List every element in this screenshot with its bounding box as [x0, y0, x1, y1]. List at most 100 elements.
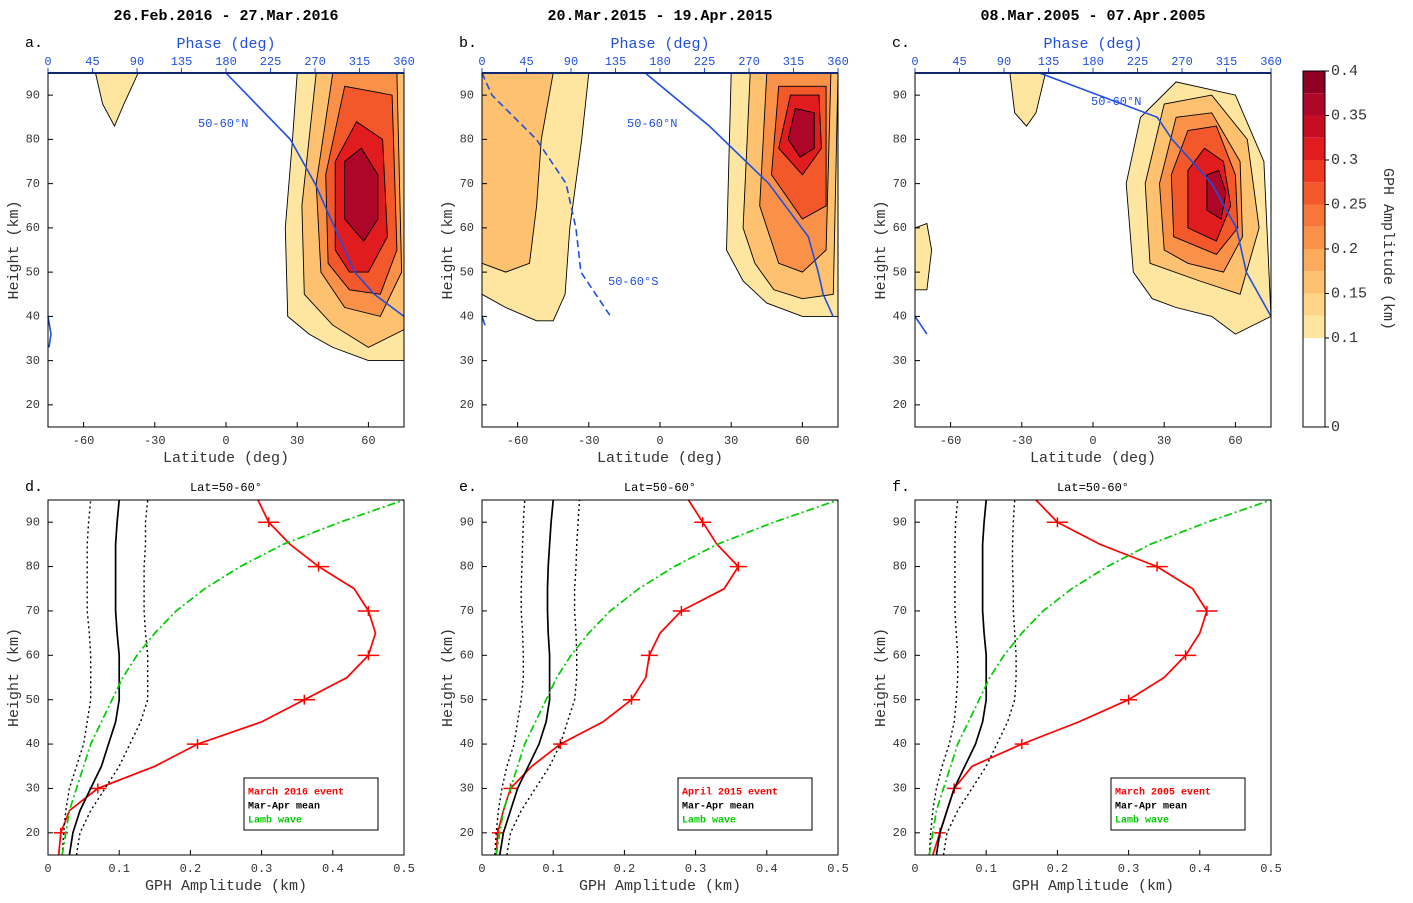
phase-line-label: 50-60°S: [608, 275, 658, 289]
legend-entry: Mar-Apr mean: [248, 802, 320, 813]
profile-line: [57, 499, 377, 856]
legend-box: [243, 777, 379, 831]
y-axis-label: Height (km): [873, 200, 890, 299]
phase-tick-label: 315: [1216, 55, 1238, 69]
y-tick-label: 30: [893, 782, 907, 796]
x-tick-label: -60: [940, 434, 962, 448]
phase-tick-label: 270: [304, 55, 326, 69]
y-tick-label: 80: [460, 560, 474, 574]
phase-tick-label: 180: [649, 55, 671, 69]
spread-line: [494, 499, 526, 856]
x-axis-label: Latitude (deg): [597, 450, 723, 467]
phase-tick-label: 270: [1171, 55, 1193, 69]
phase-tick-label: 270: [738, 55, 760, 69]
x-axis-label: Latitude (deg): [163, 450, 289, 467]
colorbar-tick-label: 0.3: [1331, 152, 1358, 169]
colorbar-band: [1303, 71, 1325, 94]
y-tick-label: 50: [460, 693, 474, 707]
y-tick-label: 30: [460, 782, 474, 796]
panel-label: a.: [25, 35, 43, 52]
x-tick-label: 60: [1228, 434, 1242, 448]
phase-tick-label: 135: [605, 55, 627, 69]
colorbar-tick-label: 0.1: [1331, 330, 1358, 347]
y-tick-label: 40: [893, 310, 907, 324]
legend-box: [1110, 777, 1246, 831]
y-tick-label: 80: [26, 560, 40, 574]
phase-line-label: 50-60°N: [198, 117, 248, 131]
legend-entry: Mar-Apr mean: [1115, 802, 1187, 813]
y-tick-label: 80: [893, 560, 907, 574]
colorbar-tick-label: 0.35: [1331, 107, 1367, 124]
x-axis-label: GPH Amplitude (km): [579, 878, 741, 895]
y-tick-label: 60: [893, 648, 907, 662]
y-tick-label: 80: [26, 133, 40, 147]
phase-axis-label: Phase (deg): [176, 36, 275, 53]
phase-tick-label: 180: [215, 55, 237, 69]
y-axis-label: Height (km): [440, 628, 457, 727]
phase-tick-label: 225: [260, 55, 282, 69]
y-tick-label: 60: [26, 648, 40, 662]
phase-line: [481, 72, 612, 317]
x-tick-label: 0: [656, 434, 663, 448]
x-tick-label: 0.2: [180, 862, 202, 876]
x-tick-label: -30: [1011, 434, 1033, 448]
spread-line: [942, 499, 1017, 856]
colorbar-tick-label: 0.4: [1331, 63, 1358, 80]
legend-entry: Mar-Apr mean: [682, 802, 754, 813]
profile-line: [68, 499, 121, 856]
y-tick-label: 70: [893, 604, 907, 618]
y-axis-label: Height (km): [6, 628, 23, 727]
y-tick-label: 30: [26, 782, 40, 796]
panel-label: b.: [459, 35, 477, 52]
y-tick-label: 80: [460, 133, 474, 147]
plot-frame: [47, 499, 405, 856]
contour-region: [914, 222, 933, 291]
y-tick-label: 90: [893, 88, 907, 102]
phase-tick-label: 45: [952, 55, 966, 69]
colorbar-band: [1303, 315, 1325, 338]
x-tick-label: 0: [222, 434, 229, 448]
y-tick-label: 60: [460, 221, 474, 235]
y-tick-label: 70: [460, 177, 474, 191]
phase-tick-label: 135: [171, 55, 193, 69]
phase-axis-label: Phase (deg): [1043, 36, 1142, 53]
colorbar-band: [1303, 226, 1325, 249]
x-tick-label: 0.4: [756, 862, 778, 876]
phase-tick-label: 45: [85, 55, 99, 69]
panel-label: f.: [892, 479, 910, 496]
y-tick-label: 20: [460, 398, 474, 412]
x-tick-label: -30: [144, 434, 166, 448]
y-tick-label: 70: [26, 604, 40, 618]
colorbar-band: [1303, 293, 1325, 316]
x-tick-label: -60: [507, 434, 529, 448]
phase-tick-label: 315: [783, 55, 805, 69]
y-tick-label: 70: [460, 604, 474, 618]
contour-region: [94, 72, 139, 128]
x-tick-label: 30: [1157, 434, 1171, 448]
y-tick-label: 40: [26, 310, 40, 324]
colorbar-tick-label: 0: [1331, 419, 1340, 436]
colorbar-tick-label: 0.2: [1331, 241, 1358, 258]
phase-tick-label: 0: [911, 55, 918, 69]
phase-line: [47, 72, 405, 348]
contour-region: [787, 107, 815, 158]
x-tick-label: 0.3: [685, 862, 707, 876]
y-tick-label: 50: [26, 265, 40, 279]
x-axis-label: Latitude (deg): [1030, 450, 1156, 467]
x-tick-label: 0.5: [827, 862, 849, 876]
chart-title: Lat=50-60°: [624, 481, 696, 495]
y-tick-label: 20: [26, 826, 40, 840]
phase-axis-label: Phase (deg): [610, 36, 709, 53]
legend-entry: Lamb wave: [248, 815, 302, 827]
x-tick-label: 0.1: [108, 862, 130, 876]
legend-entry: March 2005 event: [1115, 787, 1211, 799]
colorbar-band: [1303, 137, 1325, 160]
plot-frame: [914, 499, 1272, 856]
y-tick-label: 20: [26, 398, 40, 412]
x-tick-label: 0: [911, 862, 918, 876]
phase-tick-label: 45: [519, 55, 533, 69]
x-axis-label: GPH Amplitude (km): [145, 878, 307, 895]
y-tick-label: 50: [893, 265, 907, 279]
spread-line: [928, 499, 959, 856]
